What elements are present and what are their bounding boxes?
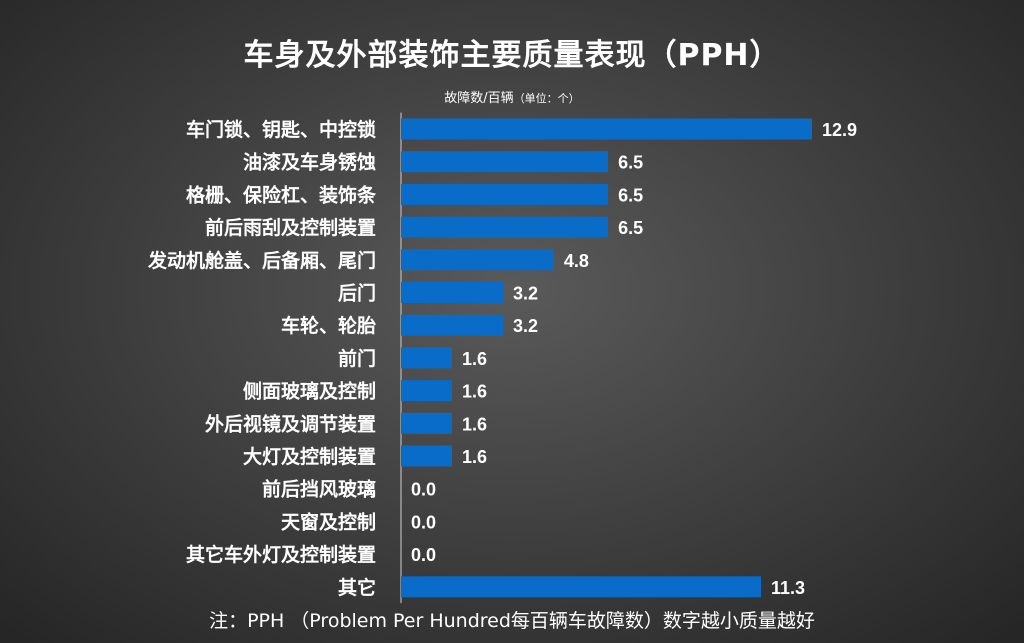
category-label: 其它 (338, 576, 376, 599)
bar (401, 412, 452, 434)
value-label: 1.6 (462, 349, 487, 369)
category-label: 外后视镜及调节装置 (205, 412, 376, 435)
category-label: 前后挡风玻璃 (262, 478, 376, 501)
value-label: 6.5 (618, 218, 643, 238)
value-label: 0.0 (411, 545, 436, 565)
value-label: 6.5 (618, 185, 643, 205)
subtitle-main: 故障数/百辆 (444, 91, 514, 106)
bar (401, 380, 452, 402)
category-label: 前门 (338, 347, 376, 370)
category-label: 格栅、保险杠、装饰条 (186, 183, 377, 206)
bar (401, 282, 503, 303)
category-label: 其它车外灯及控制装置 (186, 543, 376, 566)
value-label: 3.2 (513, 316, 538, 336)
bar (401, 249, 554, 271)
subtitle-unit: （单位：个） (513, 92, 580, 105)
value-label: 1.6 (462, 447, 487, 467)
value-label: 3.2 (513, 284, 538, 304)
category-label: 车门锁、钥匙、中控锁 (186, 118, 376, 141)
value-label: 6.5 (618, 153, 643, 173)
value-label: 11.3 (771, 578, 805, 598)
value-label: 0.0 (411, 512, 436, 532)
chart-title: 车身及外部装饰主要质量表现（PPH） (243, 38, 781, 73)
bar (401, 118, 812, 140)
value-label: 0.0 (411, 480, 436, 500)
category-label: 大灯及控制装置 (243, 445, 376, 468)
bar (401, 576, 762, 598)
bar (401, 314, 503, 336)
value-label: 12.9 (822, 120, 857, 140)
bar (401, 183, 609, 205)
chart-subtitle: 故障数/百辆（单位：个） (0, 87, 1024, 106)
bar (401, 151, 609, 173)
category-label: 油漆及车身锈蚀 (243, 151, 376, 174)
category-label: 前后雨刮及控制装置 (205, 216, 376, 239)
bar (401, 347, 452, 369)
value-label: 1.6 (462, 414, 487, 434)
bar (401, 216, 609, 238)
category-label: 后门 (338, 282, 376, 305)
category-label: 车轮、轮胎 (281, 314, 376, 337)
value-label: 4.8 (564, 251, 589, 271)
category-label: 侧面玻璃及控制 (243, 380, 376, 403)
category-label: 天窗及控制 (281, 510, 376, 533)
bar (401, 445, 452, 467)
category-label: 发动机舱盖、后备厢、尾门 (147, 249, 376, 272)
value-label: 1.6 (462, 382, 487, 402)
chart-note: 注：PPH （Problem Per Hundred每百辆车故障数）数字越小质量… (209, 610, 815, 632)
